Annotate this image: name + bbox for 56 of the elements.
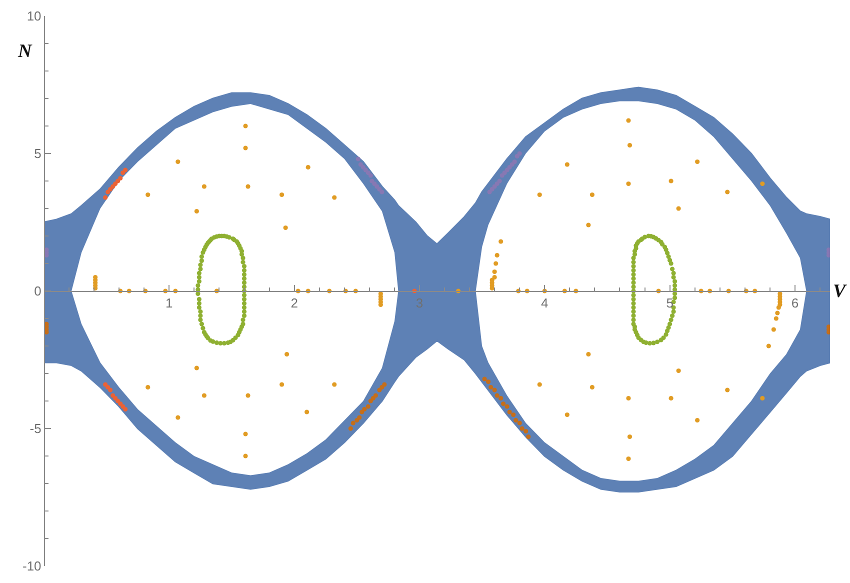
point	[524, 428, 528, 434]
x-tick-label: 2	[290, 296, 298, 311]
point	[507, 410, 512, 414]
x-tick-label: 4	[541, 296, 548, 311]
point	[520, 426, 524, 431]
point	[123, 406, 128, 412]
point	[517, 420, 522, 426]
x-tick-label: 1	[166, 296, 173, 311]
point	[373, 393, 378, 398]
y-axis-title: N	[17, 41, 33, 62]
point	[511, 412, 516, 418]
point	[360, 164, 366, 170]
point	[526, 434, 531, 440]
point	[517, 151, 522, 156]
point	[362, 406, 367, 412]
point	[366, 404, 370, 409]
point	[512, 159, 517, 164]
point	[372, 181, 377, 186]
y-tick-label: -5	[30, 421, 42, 436]
point	[113, 396, 118, 401]
point	[488, 384, 494, 390]
point	[497, 178, 502, 184]
x-tick-label: 6	[791, 296, 799, 311]
point	[356, 156, 360, 162]
point	[350, 420, 356, 426]
y-tick-label: 5	[34, 146, 42, 162]
point	[368, 173, 373, 178]
point	[482, 376, 487, 382]
point	[514, 418, 518, 423]
point	[504, 404, 510, 409]
point	[377, 186, 382, 192]
point	[118, 176, 123, 181]
point	[501, 401, 506, 406]
point	[108, 388, 113, 392]
y-tick-label: 10	[26, 8, 42, 24]
point	[366, 170, 370, 176]
y-tick-label: 0	[34, 284, 42, 299]
point	[113, 181, 118, 186]
point	[370, 396, 376, 401]
point	[498, 396, 504, 401]
y-tick-label: -10	[22, 558, 42, 574]
point	[380, 190, 384, 194]
point	[357, 415, 362, 420]
point	[380, 384, 384, 390]
point	[108, 186, 113, 192]
point	[492, 388, 497, 392]
point	[486, 379, 491, 384]
point	[106, 384, 110, 390]
x-tick-label: 5	[666, 296, 674, 311]
point	[103, 195, 108, 200]
point	[382, 382, 387, 387]
x-tick-label: 3	[416, 296, 424, 311]
x-axis-title: V	[833, 281, 847, 302]
point	[494, 393, 500, 398]
point	[348, 426, 353, 431]
point	[123, 168, 128, 172]
